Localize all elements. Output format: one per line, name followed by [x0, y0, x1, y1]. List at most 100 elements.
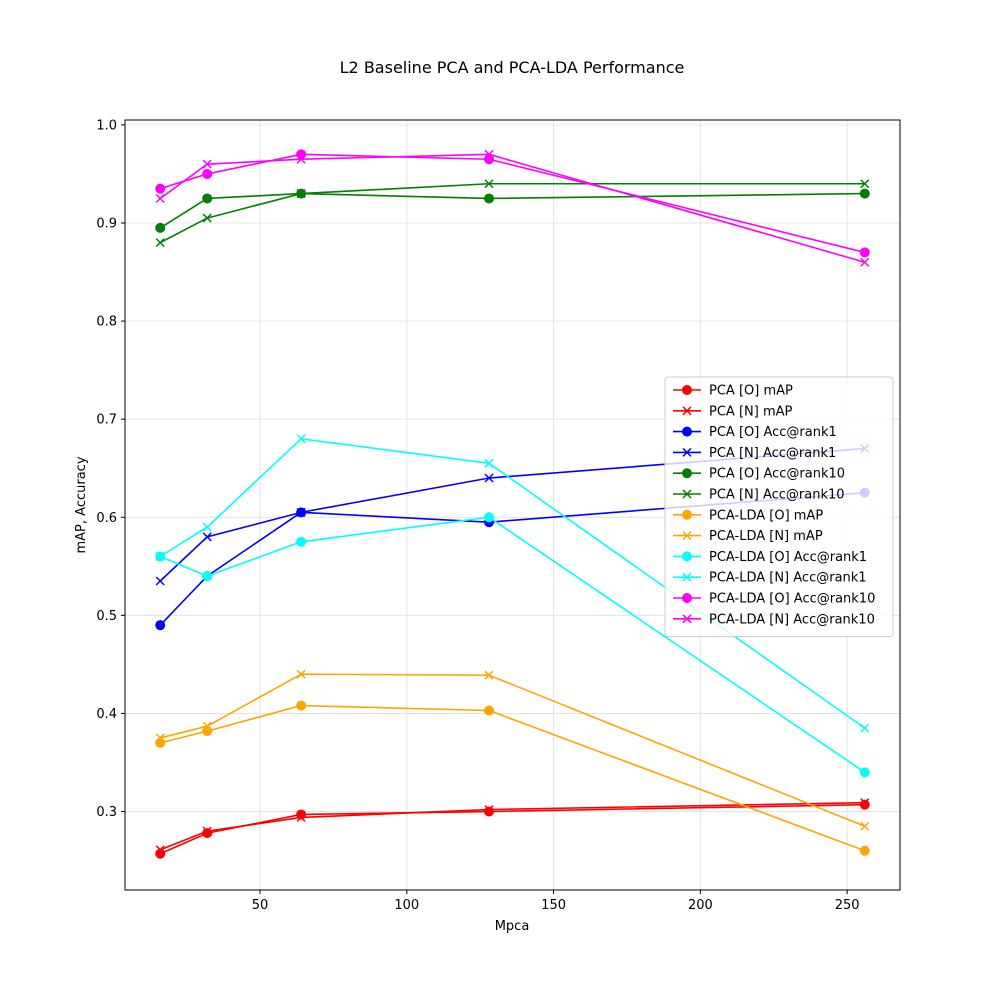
data-point	[296, 669, 306, 679]
data-point	[202, 571, 213, 582]
x-axis-ticks: 50 100 150 200 250	[252, 890, 860, 913]
y-tick-label: 0.9	[96, 216, 117, 231]
data-point	[296, 149, 307, 160]
legend-marker	[682, 447, 692, 457]
data-point	[155, 737, 166, 748]
data-point	[296, 154, 306, 164]
y-tick-label: 0.7	[96, 413, 117, 428]
data-point	[859, 247, 870, 258]
y-tick-label: 0.8	[96, 315, 117, 330]
data-point	[484, 705, 495, 716]
series-group	[155, 798, 870, 855]
x-tick-label: 100	[394, 898, 419, 913]
x-tick-label: 150	[541, 898, 566, 913]
data-point	[155, 238, 165, 248]
data-point	[859, 188, 870, 199]
legend-entry: PCA-LDA [O] Acc@rank10	[673, 592, 875, 607]
legend-marker	[682, 614, 692, 624]
legend-label: PCA-LDA [O] mAP	[709, 508, 823, 523]
data-point	[484, 512, 495, 523]
data-point	[484, 670, 494, 680]
legend-entry: PCA [O] Acc@rank10	[673, 467, 845, 482]
data-point	[484, 473, 494, 483]
data-point	[202, 168, 213, 179]
legend-marker	[682, 385, 692, 395]
data-point	[484, 805, 494, 815]
data-point	[296, 434, 306, 444]
data-point	[155, 551, 165, 562]
legend-entry: PCA-LDA [O] Acc@rank1	[673, 550, 867, 565]
legend-label: PCA [N] Acc@rank10	[709, 488, 845, 503]
data-point	[296, 812, 306, 822]
data-point	[202, 193, 213, 204]
legend-label: PCA-LDA [N] Acc@rank1	[709, 571, 867, 586]
legend-entry: PCA [N] Acc@rank1	[673, 446, 836, 461]
legend-label: PCA [O] Acc@rank1	[709, 425, 837, 440]
legend-marker	[682, 489, 692, 499]
y-tick-label: 0.3	[96, 805, 117, 820]
y-axis-label: mAP, Accuracy	[74, 456, 89, 553]
plot-frame	[124, 119, 901, 891]
data-point	[859, 845, 870, 856]
data-point	[155, 222, 166, 233]
data-point	[860, 821, 870, 831]
chart-title: L2 Baseline PCA and PCA-LDA Performance	[340, 58, 685, 77]
legend-entry: PCA-LDA [N] mAP	[673, 529, 823, 544]
data-point	[202, 721, 212, 731]
data-point	[155, 193, 165, 204]
legend-label: PCA-LDA [O] Acc@rank1	[709, 550, 867, 565]
data-point	[202, 522, 212, 532]
data-point	[296, 536, 307, 547]
y-tick-label: 1.0	[96, 118, 117, 133]
data-point	[202, 826, 212, 836]
series-group	[155, 434, 870, 733]
legend-marker	[682, 468, 692, 479]
x-tick-label: 50	[252, 898, 269, 913]
x-tick-label: 200	[688, 898, 713, 913]
data-point	[155, 620, 166, 631]
legend-marker	[682, 406, 692, 416]
data-point	[484, 193, 495, 204]
series-group	[155, 179, 870, 248]
legend-marker	[682, 593, 692, 603]
y-axis-ticks: 0.3 0.4 0.5 0.6 0.7 0.8 0.9 1.0	[96, 118, 125, 820]
data-point	[155, 576, 165, 586]
data-point	[296, 700, 307, 711]
legend-label: PCA [N] mAP	[709, 404, 792, 419]
data-point	[484, 458, 494, 468]
series-group	[155, 149, 870, 267]
data-point	[202, 159, 212, 169]
data-point	[155, 183, 166, 194]
y-tick-label: 0.4	[96, 707, 117, 722]
data-point	[484, 806, 495, 817]
data-point	[860, 257, 870, 267]
data-point	[859, 799, 870, 810]
legend-label: PCA-LDA [N] mAP	[709, 529, 823, 544]
x-axis-label: Mpca	[495, 919, 530, 934]
data-point	[860, 723, 870, 733]
data-point	[155, 733, 165, 743]
data-point	[202, 726, 213, 737]
legend-label: PCA [N] Acc@rank1	[709, 446, 836, 461]
legend-marker	[682, 572, 692, 582]
data-point	[484, 149, 494, 159]
x-tick-label: 250	[835, 898, 860, 913]
legend-label: PCA-LDA [O] Acc@rank10	[709, 592, 875, 607]
data-point	[296, 507, 306, 517]
legend-box	[664, 376, 894, 638]
series-group	[155, 512, 870, 778]
data-point	[296, 189, 306, 199]
data-point	[202, 213, 212, 223]
data-point	[155, 845, 165, 855]
legend-label: PCA [O] Acc@rank10	[709, 467, 845, 482]
data-point	[859, 767, 870, 778]
series-lines	[155, 149, 870, 859]
legend-marker	[682, 509, 692, 520]
legend: PCA [O] mAP PCA [N] mAP PCA [O] Acc@rank1 P…	[664, 376, 894, 638]
legend-entry: PCA [N] mAP	[673, 404, 792, 419]
series-group	[155, 700, 870, 856]
data-point	[202, 532, 212, 542]
series-group	[155, 669, 870, 831]
legend-entry: PCA [O] Acc@rank1	[673, 425, 837, 440]
